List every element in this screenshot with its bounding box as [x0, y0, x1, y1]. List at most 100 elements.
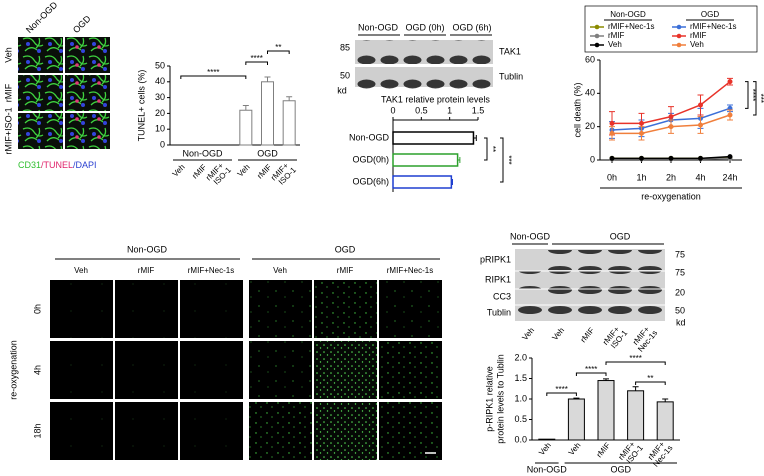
legend-label: Veh	[690, 40, 704, 49]
blot-ripk1: Non-OGD OGD pRIPK1 RIPK1 CC3 Tublin 75 7…	[480, 231, 686, 327]
error-bar	[451, 179, 453, 185]
micrograph	[180, 402, 243, 460]
bar	[597, 380, 615, 441]
row-label: rMIF	[3, 83, 13, 102]
micrograph	[18, 113, 63, 149]
lane-label: Veh	[520, 326, 536, 342]
point	[727, 154, 733, 160]
bar	[567, 398, 585, 441]
bar	[392, 175, 453, 189]
point	[639, 120, 644, 126]
x-tick-label: 24h	[722, 172, 737, 182]
column-label: Veh	[74, 266, 88, 275]
column-label: rMIF+Nec-1s	[387, 266, 433, 275]
band-label: Tublin	[499, 71, 523, 81]
legend-heading: OGD	[701, 10, 719, 19]
x-tick-label: 1	[447, 105, 452, 115]
point	[609, 155, 615, 161]
point	[668, 155, 674, 161]
y-tick-label: 40	[585, 88, 595, 98]
mw-marker: 85	[340, 42, 350, 52]
y-tick-label: 50	[155, 60, 165, 70]
row-label: 4h	[32, 365, 42, 375]
stain-label: CD31	[18, 160, 41, 170]
column-label: Non-OGD	[24, 0, 60, 35]
legend-label: rMIF+Nec-1s	[690, 22, 736, 31]
error-bar	[286, 96, 293, 101]
row-label: rMIF+ISO-1	[3, 107, 13, 154]
x-tick-label: rMIF+ ISO-1	[269, 159, 298, 188]
micrograph	[314, 341, 377, 399]
micrograph	[115, 280, 178, 338]
significance-bracket	[635, 381, 666, 385]
row-title: re-oxygenation	[8, 340, 18, 400]
mw-marker: 50	[340, 70, 350, 80]
group-label: OGD	[335, 244, 356, 254]
legend-marker	[676, 33, 682, 39]
micrograph	[379, 402, 442, 460]
x-tick-label: Veh	[171, 163, 187, 179]
error-bar	[632, 386, 639, 391]
x-tick-label: 4h	[695, 172, 705, 182]
bar	[282, 100, 296, 146]
band-label: TAK1	[499, 46, 521, 56]
y-axis-label: TUNEL+ cells (%)	[136, 70, 146, 142]
micrograph	[379, 280, 442, 338]
column-label: Veh	[273, 266, 287, 275]
micrograph	[65, 113, 110, 149]
significance-label: **	[275, 43, 281, 52]
significance-label: ****	[555, 385, 567, 394]
error-bar	[264, 76, 271, 82]
row-label: 0h	[32, 304, 42, 314]
stain-legend: CD31/TUNEL/DAPI	[18, 160, 97, 170]
legend-heading: Non-OGD	[610, 10, 646, 19]
x-tick-label: 0	[390, 105, 395, 115]
group-label: Non-OGD	[527, 464, 568, 474]
band-label: pRIPK1	[480, 254, 511, 264]
y-tick-label: 1.0	[514, 393, 527, 403]
micrograph	[379, 341, 442, 399]
blot-bands	[355, 40, 493, 64]
blot-bands	[355, 65, 493, 89]
y-tick-label: 20	[155, 108, 165, 118]
significance-label: **	[488, 146, 497, 152]
error-bar	[457, 157, 461, 163]
mw-unit: kd	[676, 317, 686, 327]
significance-bracket	[500, 137, 504, 183]
blot-bands	[515, 271, 665, 289]
lane-label: rMIF+ Nec-1s	[630, 323, 660, 354]
point	[698, 155, 703, 161]
legend-label: Veh	[608, 40, 622, 49]
micrograph	[65, 75, 110, 111]
bar	[392, 131, 475, 145]
significance-label: ***	[504, 155, 513, 164]
point	[639, 130, 644, 136]
x-tick-label: 1h	[636, 172, 646, 182]
significance-label: ****	[629, 354, 641, 363]
x-axis-label: re-oxygenation	[641, 191, 701, 201]
x-tick-label: rMIF+ ISO-1	[204, 159, 233, 188]
chart-title: TAK1 relative protein levels	[381, 94, 490, 104]
stain-label: /TUNEL	[41, 160, 73, 170]
legend-marker	[594, 33, 600, 39]
point	[727, 79, 733, 85]
legend-label: rMIF	[690, 31, 707, 40]
lane-label: rMIF	[579, 326, 597, 344]
micrograph	[115, 341, 178, 399]
legend-label: rMIF	[608, 31, 625, 40]
group-label: Non-OGD	[127, 244, 168, 254]
x-tick-label: 2h	[666, 172, 676, 182]
blot-group: OGD (0h)	[405, 22, 444, 32]
legend-marker	[676, 42, 682, 48]
mw-marker: 50	[675, 305, 685, 315]
stain-label: /DAPI	[73, 160, 97, 170]
significance-label: **	[647, 374, 653, 383]
y-tick-label: Non-OGD	[349, 132, 390, 142]
lane-label: rMIF+ ISO-1	[601, 323, 630, 352]
blot-group: Non-OGD	[510, 231, 551, 241]
legend-box	[584, 5, 758, 53]
significance-label: ****	[250, 54, 262, 63]
band-label: Tublin	[487, 307, 511, 317]
micrograph	[180, 341, 243, 399]
